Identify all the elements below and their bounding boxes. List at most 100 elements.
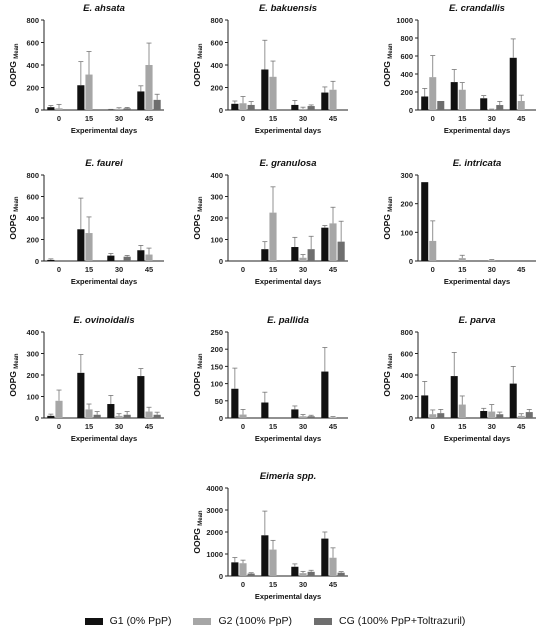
bar-g2 (269, 76, 277, 110)
bar-g1 (261, 249, 269, 261)
bar-g1 (450, 82, 458, 110)
chart-panel: E. pallida 0 50 100 150 200 250 OOPG Mean 0 15 30 4… (192, 315, 348, 443)
y-tick-label: 600 (400, 350, 413, 359)
bar-g1 (231, 103, 239, 110)
bar-cg (307, 106, 315, 110)
y-axis-label-main: OOPG (382, 369, 392, 397)
legend-label-g1: G1 (0% PpP) (109, 615, 172, 627)
x-tick-label: 45 (145, 422, 153, 431)
y-axis-label: OOPG Mean (382, 196, 394, 240)
bar-g1 (321, 538, 329, 576)
x-axis-label: Experimental days (444, 434, 510, 443)
y-tick-label: 300 (400, 171, 413, 180)
y-axis-label-main: OOPG (192, 212, 202, 240)
bar-cg (247, 104, 255, 110)
y-axis-label: OOPG Mean (382, 353, 394, 397)
bar-cg (307, 249, 315, 261)
x-tick-label: 0 (241, 114, 245, 123)
chart-panel: E. ovinoidalis 0 100 200 300 400 OOPG Mean 0 15 3… (8, 315, 164, 443)
x-tick-label: 45 (329, 265, 337, 274)
x-tick-label: 30 (115, 265, 123, 274)
bar-g2 (458, 89, 466, 110)
y-tick-label: 0 (219, 257, 223, 266)
bar-g2 (517, 415, 525, 418)
y-tick-label: 150 (210, 362, 223, 371)
bar-g1 (291, 409, 299, 418)
bar-cg (123, 108, 131, 110)
y-axis-label-sub: Mean (198, 353, 204, 369)
chart-title: E. ahsata (83, 3, 125, 14)
bar-g2 (517, 101, 525, 110)
x-tick-label: 45 (329, 114, 337, 123)
bar-g1 (509, 383, 517, 418)
bar-cg (307, 416, 315, 418)
bar-g2 (488, 260, 496, 261)
y-tick-label: 0 (35, 257, 39, 266)
chart-title: E. intricata (453, 158, 502, 169)
y-axis-label-sub: Mean (388, 43, 394, 59)
bar-g2 (85, 409, 93, 418)
bar-g2 (488, 411, 496, 418)
y-axis-label-sub: Mean (388, 353, 394, 369)
bar-g2 (329, 223, 337, 261)
x-tick-label: 0 (57, 265, 61, 274)
x-tick-label: 30 (115, 114, 123, 123)
bar-g1 (47, 107, 55, 110)
x-tick-label: 45 (517, 114, 525, 123)
x-axis-label: Experimental days (71, 126, 137, 135)
x-tick-label: 30 (299, 114, 307, 123)
bar-g1 (77, 229, 85, 261)
y-axis-label-main: OOPG (382, 59, 392, 87)
y-tick-label: 0 (35, 414, 39, 423)
y-axis-label-sub: Mean (14, 353, 20, 369)
y-tick-label: 200 (210, 345, 223, 354)
legend-item-g1: G1 (0% PpP) (84, 615, 172, 627)
bar-g1 (321, 92, 329, 110)
bar-g1 (421, 96, 429, 110)
y-tick-label: 0 (219, 572, 223, 581)
bar-g2 (269, 212, 277, 261)
y-tick-label: 1000 (396, 16, 413, 25)
bar-g1 (450, 376, 458, 418)
legend: G1 (0% PpP) G2 (100% PpP) CG (100% PpP+T… (0, 611, 550, 631)
y-tick-label: 600 (26, 193, 39, 202)
x-tick-label: 0 (241, 265, 245, 274)
chart-title: Eimeria spp. (260, 471, 317, 482)
x-tick-label: 45 (517, 265, 525, 274)
x-tick-label: 30 (299, 265, 307, 274)
y-tick-label: 0 (35, 106, 39, 115)
y-tick-label: 0 (409, 414, 413, 423)
y-axis-label-main: OOPG (382, 212, 392, 240)
chart-title: E. ovinoidalis (73, 315, 134, 326)
y-tick-label: 250 (210, 328, 223, 337)
bar-cg (247, 573, 255, 576)
y-tick-label: 600 (400, 52, 413, 61)
x-tick-label: 15 (269, 265, 277, 274)
y-tick-label: 100 (210, 236, 223, 245)
y-tick-label: 200 (400, 393, 413, 402)
legend-label-cg: CG (100% PpP+Toltrazuril) (339, 615, 466, 627)
bar-g2 (429, 240, 437, 261)
chart-title: E. parva (459, 315, 496, 326)
chart-panel: E. ahsata 0 200 400 600 800 OOPG Mean 0 15 30 45 Ex… (8, 3, 164, 135)
bar-g1 (47, 415, 55, 418)
x-tick-label: 0 (241, 580, 245, 589)
bar-g2 (239, 563, 247, 576)
chart-panel: E. granulosa 0 100 200 300 400 OOPG Mean 0 15 30 4… (192, 158, 348, 286)
y-tick-label: 300 (26, 350, 39, 359)
x-tick-label: 15 (85, 422, 93, 431)
bar-g2 (458, 404, 466, 418)
y-tick-label: 200 (210, 214, 223, 223)
x-axis-label: Experimental days (444, 277, 510, 286)
y-axis-label-main: OOPG (192, 369, 202, 397)
y-tick-label: 400 (210, 61, 223, 70)
bar-g2 (55, 108, 63, 110)
y-axis-label: OOPG Mean (8, 196, 20, 240)
bar-cg (437, 413, 445, 418)
chart-panel: Eimeria spp. 0 1000 2000 3000 4000 OOPG Mean 0 1… (192, 471, 348, 601)
bar-cg (496, 105, 504, 110)
y-tick-label: 200 (400, 88, 413, 97)
y-axis-label-main: OOPG (8, 212, 18, 240)
bar-g1 (261, 535, 269, 576)
y-tick-label: 0 (219, 414, 223, 423)
